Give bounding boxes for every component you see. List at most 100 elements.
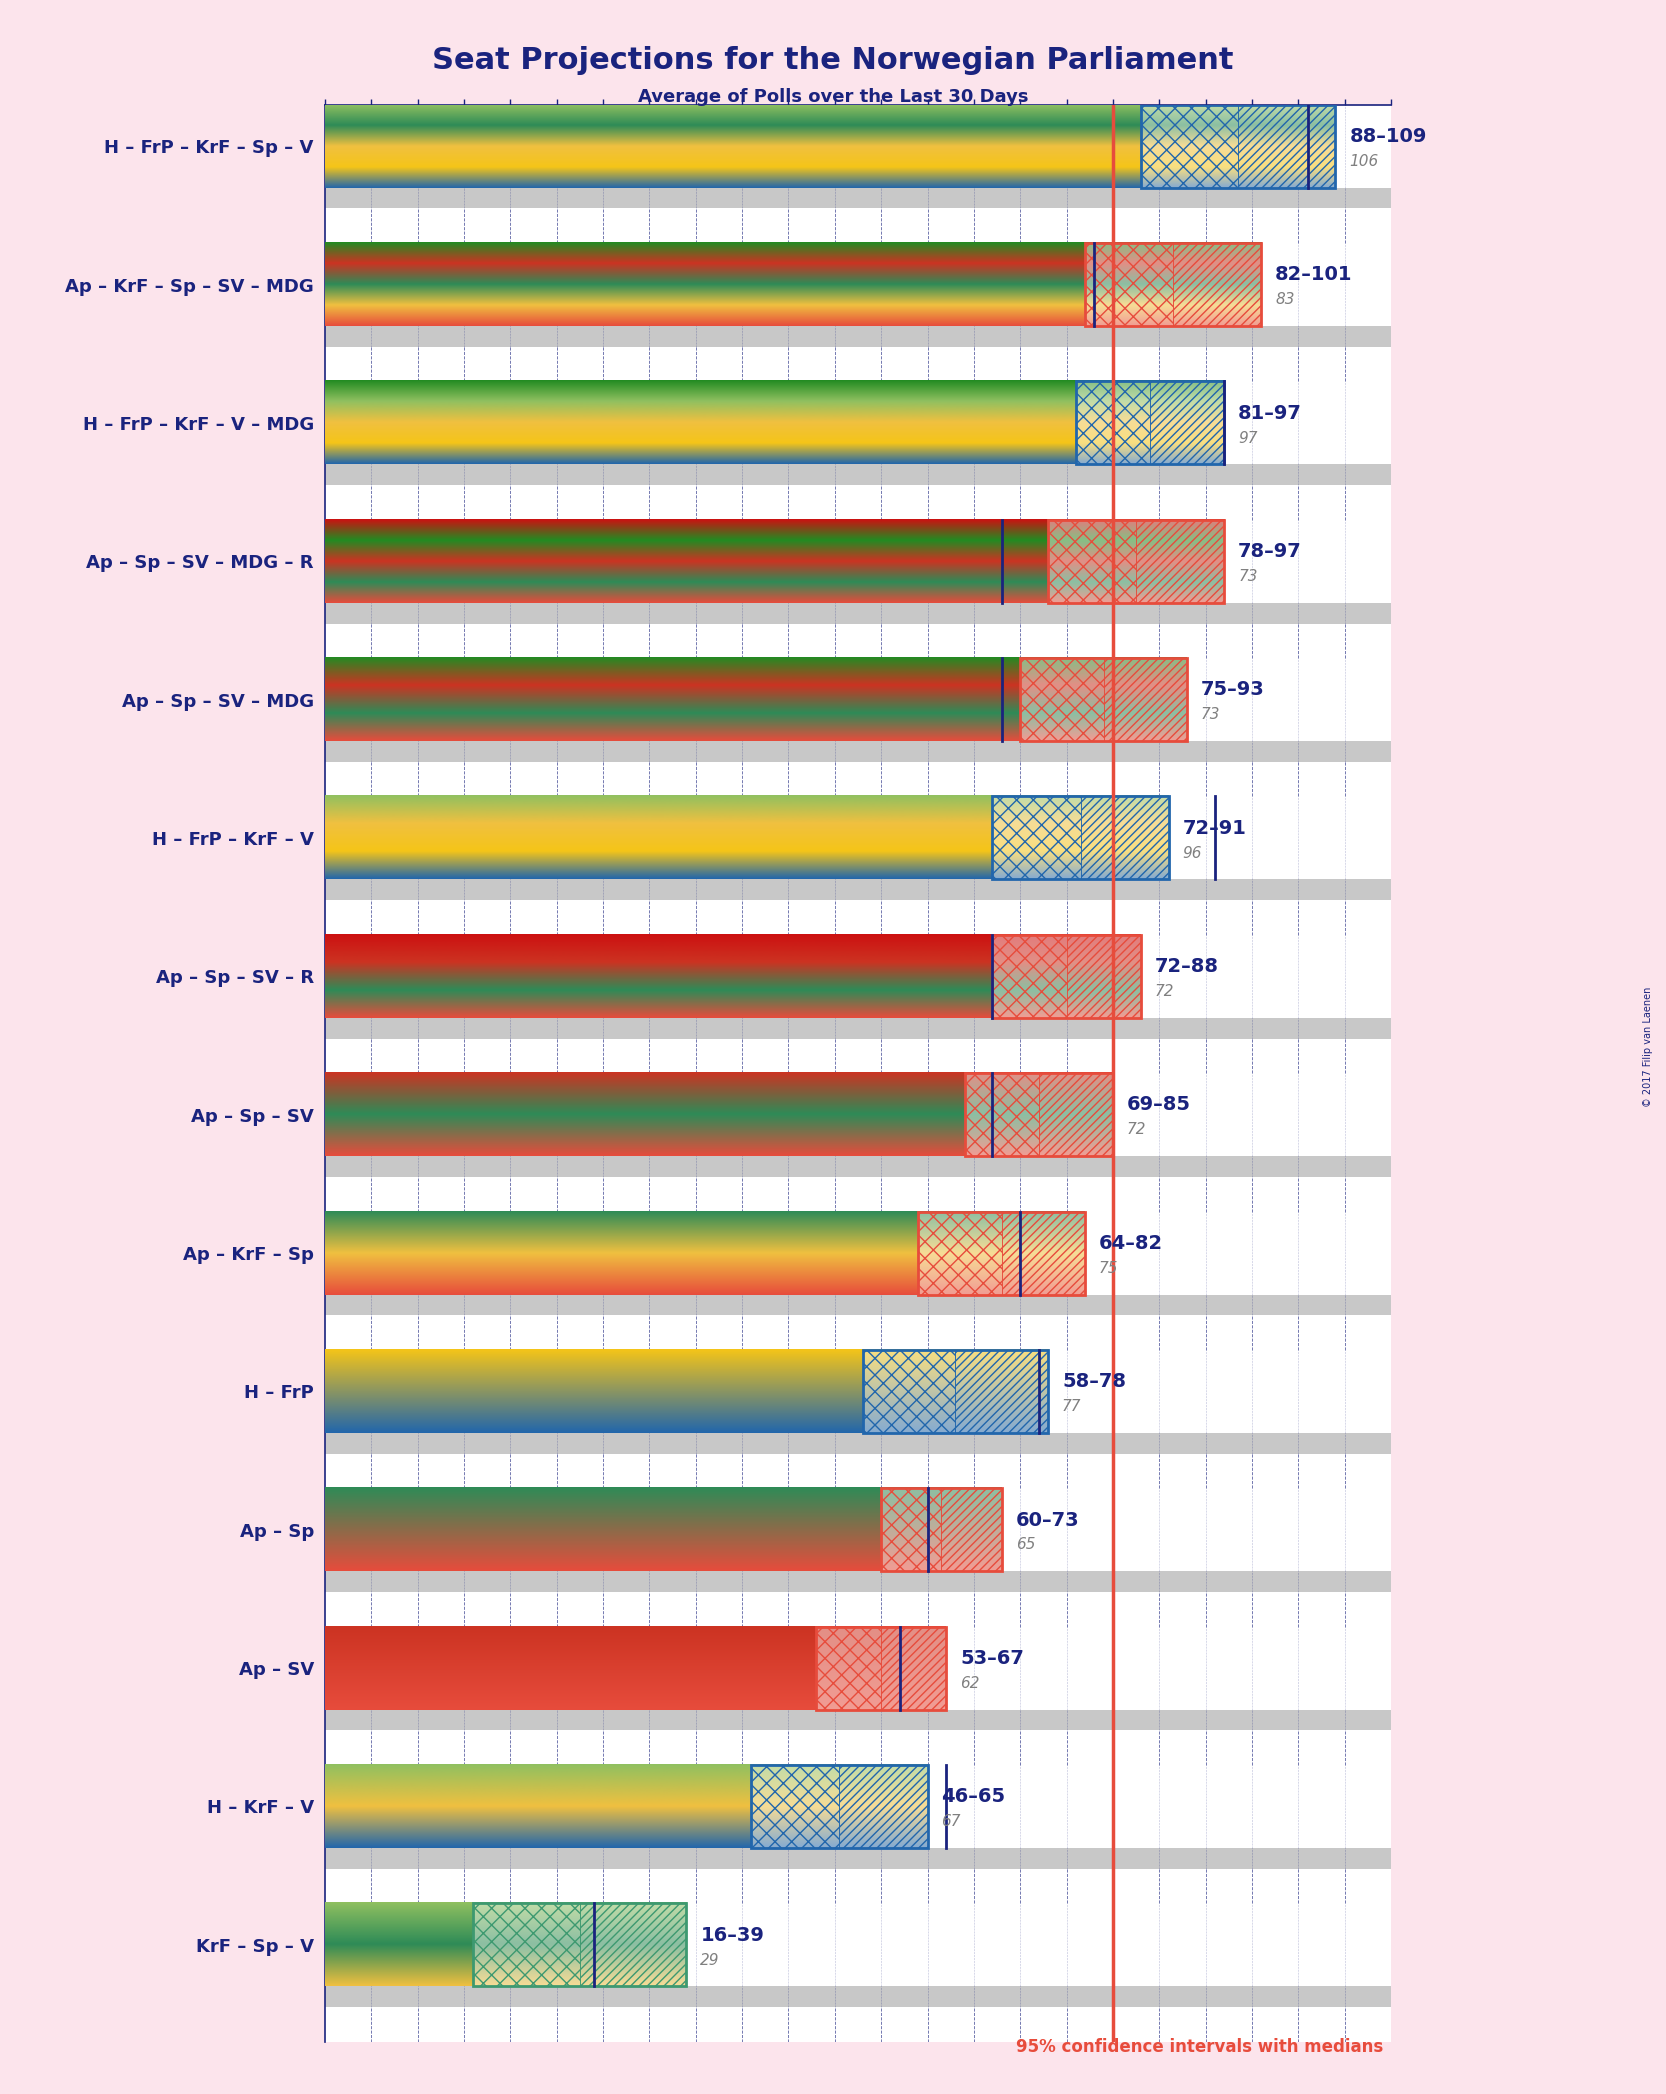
- Text: 78–97: 78–97: [1238, 542, 1301, 561]
- Bar: [1103, 658, 1188, 741]
- Text: 75: 75: [1100, 1261, 1118, 1275]
- Bar: [918, 1212, 1001, 1294]
- Bar: [881, 1627, 946, 1709]
- Bar: [1141, 105, 1238, 188]
- Bar: [751, 1765, 928, 1849]
- Text: 29: 29: [700, 1952, 720, 1968]
- Bar: [325, 879, 1391, 900]
- Bar: [751, 1765, 928, 1849]
- Bar: [1040, 1072, 1113, 1156]
- Bar: [325, 105, 1391, 188]
- Bar: [863, 1351, 1048, 1432]
- Text: 60–73: 60–73: [1016, 1510, 1080, 1529]
- Bar: [325, 1453, 1391, 1489]
- Bar: [965, 1072, 1113, 1156]
- Bar: [1085, 243, 1261, 327]
- Bar: [881, 1489, 1001, 1570]
- Text: 72: 72: [1126, 1122, 1146, 1137]
- Bar: [863, 1351, 955, 1432]
- Bar: [1076, 381, 1150, 465]
- Bar: [325, 934, 1391, 1018]
- Text: 58–78: 58–78: [1061, 1372, 1126, 1390]
- Bar: [325, 2006, 1391, 2042]
- Bar: [1001, 1212, 1085, 1294]
- Bar: [325, 1570, 1391, 1591]
- Bar: [993, 796, 1168, 879]
- Bar: [325, 209, 1391, 243]
- Bar: [325, 348, 1391, 381]
- Bar: [325, 1591, 1391, 1627]
- Bar: [863, 1351, 1048, 1432]
- Bar: [993, 934, 1141, 1018]
- Bar: [881, 1489, 941, 1570]
- Bar: [1020, 658, 1103, 741]
- Bar: [1085, 243, 1261, 327]
- Text: 16–39: 16–39: [700, 1926, 765, 1945]
- Bar: [325, 1177, 1391, 1212]
- Bar: [840, 1765, 928, 1849]
- Bar: [325, 658, 1391, 741]
- Bar: [325, 1903, 1391, 1987]
- Bar: [1238, 105, 1336, 188]
- Text: © 2017 Filip van Laenen: © 2017 Filip van Laenen: [1643, 986, 1653, 1108]
- Bar: [993, 796, 1168, 879]
- Bar: [1048, 519, 1136, 603]
- Bar: [918, 1212, 1085, 1294]
- Bar: [816, 1627, 946, 1709]
- Bar: [325, 796, 1391, 879]
- Bar: [993, 934, 1141, 1018]
- Text: 65: 65: [1016, 1537, 1035, 1552]
- Text: 53–67: 53–67: [960, 1648, 1025, 1669]
- Bar: [325, 603, 1391, 624]
- Bar: [325, 1730, 1391, 1765]
- Bar: [965, 1072, 1040, 1156]
- Bar: [325, 327, 1391, 348]
- Bar: [993, 796, 1081, 879]
- Bar: [325, 1849, 1391, 1868]
- Text: 83: 83: [1274, 293, 1294, 308]
- Bar: [1076, 381, 1225, 465]
- Bar: [325, 1765, 1391, 1849]
- Text: 106: 106: [1349, 155, 1379, 170]
- Bar: [325, 1351, 1391, 1432]
- Bar: [1173, 243, 1261, 327]
- Bar: [325, 1315, 1391, 1351]
- Bar: [751, 1765, 840, 1849]
- Bar: [473, 1903, 686, 1987]
- Bar: [1048, 519, 1225, 603]
- Text: 64–82: 64–82: [1100, 1233, 1163, 1252]
- Text: Average of Polls over the Last 30 Days: Average of Polls over the Last 30 Days: [638, 88, 1028, 107]
- Text: 75–93: 75–93: [1201, 681, 1264, 699]
- Text: 97: 97: [1238, 431, 1258, 446]
- Bar: [325, 381, 1391, 465]
- Bar: [325, 1018, 1391, 1039]
- Bar: [993, 934, 1066, 1018]
- Bar: [955, 1351, 1048, 1432]
- Bar: [325, 1987, 1391, 2006]
- Bar: [881, 1489, 1001, 1570]
- Bar: [1081, 796, 1168, 879]
- Bar: [325, 188, 1391, 209]
- Bar: [1020, 658, 1188, 741]
- Bar: [1150, 381, 1225, 465]
- Bar: [325, 486, 1391, 519]
- Bar: [325, 1294, 1391, 1315]
- Text: 82–101: 82–101: [1274, 266, 1353, 285]
- Bar: [1141, 105, 1336, 188]
- Bar: [918, 1212, 1085, 1294]
- Text: 73: 73: [1238, 570, 1258, 584]
- Bar: [325, 1709, 1391, 1730]
- Bar: [325, 1627, 1391, 1709]
- Text: 72: 72: [1155, 984, 1175, 999]
- Text: 73: 73: [1201, 708, 1221, 722]
- Bar: [325, 465, 1391, 486]
- Bar: [941, 1489, 1001, 1570]
- Bar: [473, 1903, 686, 1987]
- Bar: [325, 1156, 1391, 1177]
- Bar: [1085, 243, 1173, 327]
- Text: 77: 77: [1061, 1399, 1081, 1413]
- Bar: [325, 624, 1391, 658]
- Text: 81–97: 81–97: [1238, 404, 1303, 423]
- Bar: [473, 1903, 580, 1987]
- Text: 69–85: 69–85: [1126, 1095, 1191, 1114]
